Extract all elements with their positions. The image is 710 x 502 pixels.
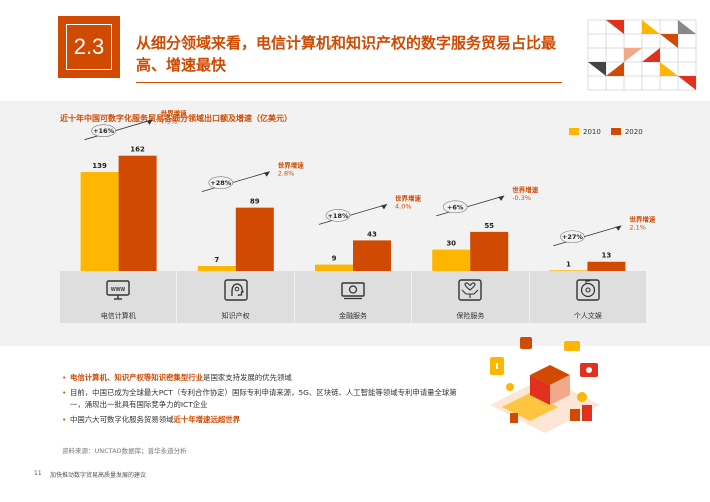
bar-2010 (432, 249, 471, 271)
data-label-2020: 55 (484, 222, 494, 230)
brain-head-icon (223, 279, 248, 301)
world-growth-value: 2.1% (629, 224, 646, 232)
growth-label: +28% (210, 179, 231, 187)
data-label-2020: 162 (130, 146, 145, 154)
growth-arrow (84, 119, 153, 141)
title-divider (136, 82, 562, 83)
growth-arrow (318, 204, 388, 225)
highlighted-text: 近十年增速远超世界 (173, 415, 241, 424)
growth-label: +16% (93, 127, 114, 135)
data-label-2010: 9 (332, 255, 337, 263)
category-entertainment: 个人文娱 (530, 271, 646, 323)
section-number: 2.3 (66, 24, 112, 70)
source-note: 资料来源：UNCTAD数据库；普华永道分析 (62, 447, 187, 455)
bar-2010 (197, 266, 236, 271)
highlighted-text: 电信计算机、知识产权等知识密集型行业 (70, 373, 204, 382)
world-growth-label: 世界增速 (512, 185, 539, 194)
music-disc-icon (576, 279, 600, 301)
category-label: 知识产权 (221, 312, 250, 320)
svg-text:WWW: WWW (111, 287, 125, 293)
growth-arrowhead (263, 171, 270, 177)
data-label-2010: 139 (92, 162, 107, 170)
page-footer-title: 加快推动数字贸易高质量发展的建议 (50, 472, 147, 479)
data-label-2010: 7 (214, 256, 219, 264)
growth-arrowhead (498, 195, 505, 201)
isometric-digital-illustration-icon (490, 337, 600, 433)
key-point-item: 电信计算机、知识产权等知识密集型行业是国家支持发展的优先领域 (62, 372, 462, 384)
data-label-2010: 1 (566, 260, 571, 268)
category-label: 个人文娱 (573, 312, 602, 320)
growth-badge (325, 209, 351, 222)
growth-label: +27% (562, 233, 583, 241)
data-label-2020: 13 (602, 252, 612, 260)
hands-heart-icon (458, 279, 483, 301)
page-title: 从细分领域来看，电信计算机和知识产权的数字服务贸易占比最高、增速最快 (136, 34, 557, 74)
section-number-box: 2.3 (58, 16, 120, 78)
bar-2020 (353, 240, 391, 271)
growth-badge (442, 200, 468, 214)
bullet-text: 中国六大可数字化服务贸易领域 (70, 415, 174, 424)
category-telecom: WWW 电信计算机 (60, 271, 178, 323)
legend-label-2020: 2020 (624, 128, 643, 136)
category-finance: 金融服务 (295, 271, 413, 323)
data-label-2020: 43 (367, 230, 377, 238)
page-number: 11 (34, 470, 42, 477)
chart-title: 近十年中国可数字化服务贸易各细分领域出口额及增速（亿美元） (60, 114, 292, 123)
bar-2010 (80, 172, 119, 271)
growth-arrowhead (381, 204, 387, 210)
bar-2020 (118, 155, 157, 271)
growth-badge (208, 176, 234, 189)
legend-item-2020: 2020 (610, 128, 643, 136)
growth-arrow (553, 225, 622, 247)
bullet-text: 目前，中国已成为全球最大PCT（专利合作协定）国际专利申请来源，5G、区块链、人… (70, 388, 457, 409)
bar-2020 (470, 231, 509, 271)
growth-badge (91, 124, 116, 137)
chart-legend: 2010 2020 (569, 128, 643, 136)
growth-arrow (436, 195, 505, 217)
world-growth-value: -0.3% (512, 194, 531, 202)
key-point-item: 目前，中国已成为全球最大PCT（专利合作协定）国际专利申请来源，5G、区块链、人… (62, 387, 462, 411)
bar-2020 (587, 261, 626, 271)
data-label-2010: 30 (446, 240, 456, 248)
growth-arrowhead (615, 225, 622, 231)
growth-label: +6% (447, 203, 464, 211)
bullet-text: 是国家支持发展的优先领域 (203, 373, 292, 382)
category-label: 金融服务 (339, 312, 368, 320)
world-growth-label: 世界增速 (629, 215, 656, 224)
bar-2020 (235, 207, 274, 271)
category-label: 电信计算机 (100, 312, 136, 320)
world-growth-value: 7.9% (161, 118, 178, 126)
category-ip: 知识产权 (177, 271, 295, 323)
bar-2010 (549, 270, 588, 271)
world-growth-label: 世界增速 (161, 109, 188, 118)
world-growth-label: 世界增速 (278, 161, 305, 170)
bar-2010 (315, 264, 353, 271)
world-growth-label: 世界增速 (395, 193, 422, 202)
growth-arrowhead (146, 119, 153, 125)
legend-item-2010: 2010 (569, 128, 601, 136)
monitor-www-icon: WWW (106, 280, 130, 300)
banknote-icon (341, 282, 365, 300)
category-icon-strip: WWW 电信计算机 知识产权 金融服务 保险服务 个人文娱 (60, 271, 646, 323)
world-growth-value: 4.0% (395, 202, 412, 210)
world-growth-value: 2.8% (278, 170, 295, 178)
growth-badge (560, 230, 585, 244)
decorative-triangles-icon (587, 19, 697, 91)
key-points-list: 电信计算机、知识产权等知识密集型行业是国家支持发展的优先领域目前，中国已成为全球… (62, 372, 462, 429)
growth-label: +18% (327, 212, 348, 220)
category-label: 保险服务 (456, 312, 485, 320)
growth-arrow (201, 171, 270, 193)
category-insurance: 保险服务 (412, 271, 530, 323)
key-point-item: 中国六大可数字化服务贸易领域近十年增速远超世界 (62, 414, 462, 426)
legend-label-2010: 2010 (583, 128, 601, 136)
data-label-2020: 89 (250, 198, 260, 206)
